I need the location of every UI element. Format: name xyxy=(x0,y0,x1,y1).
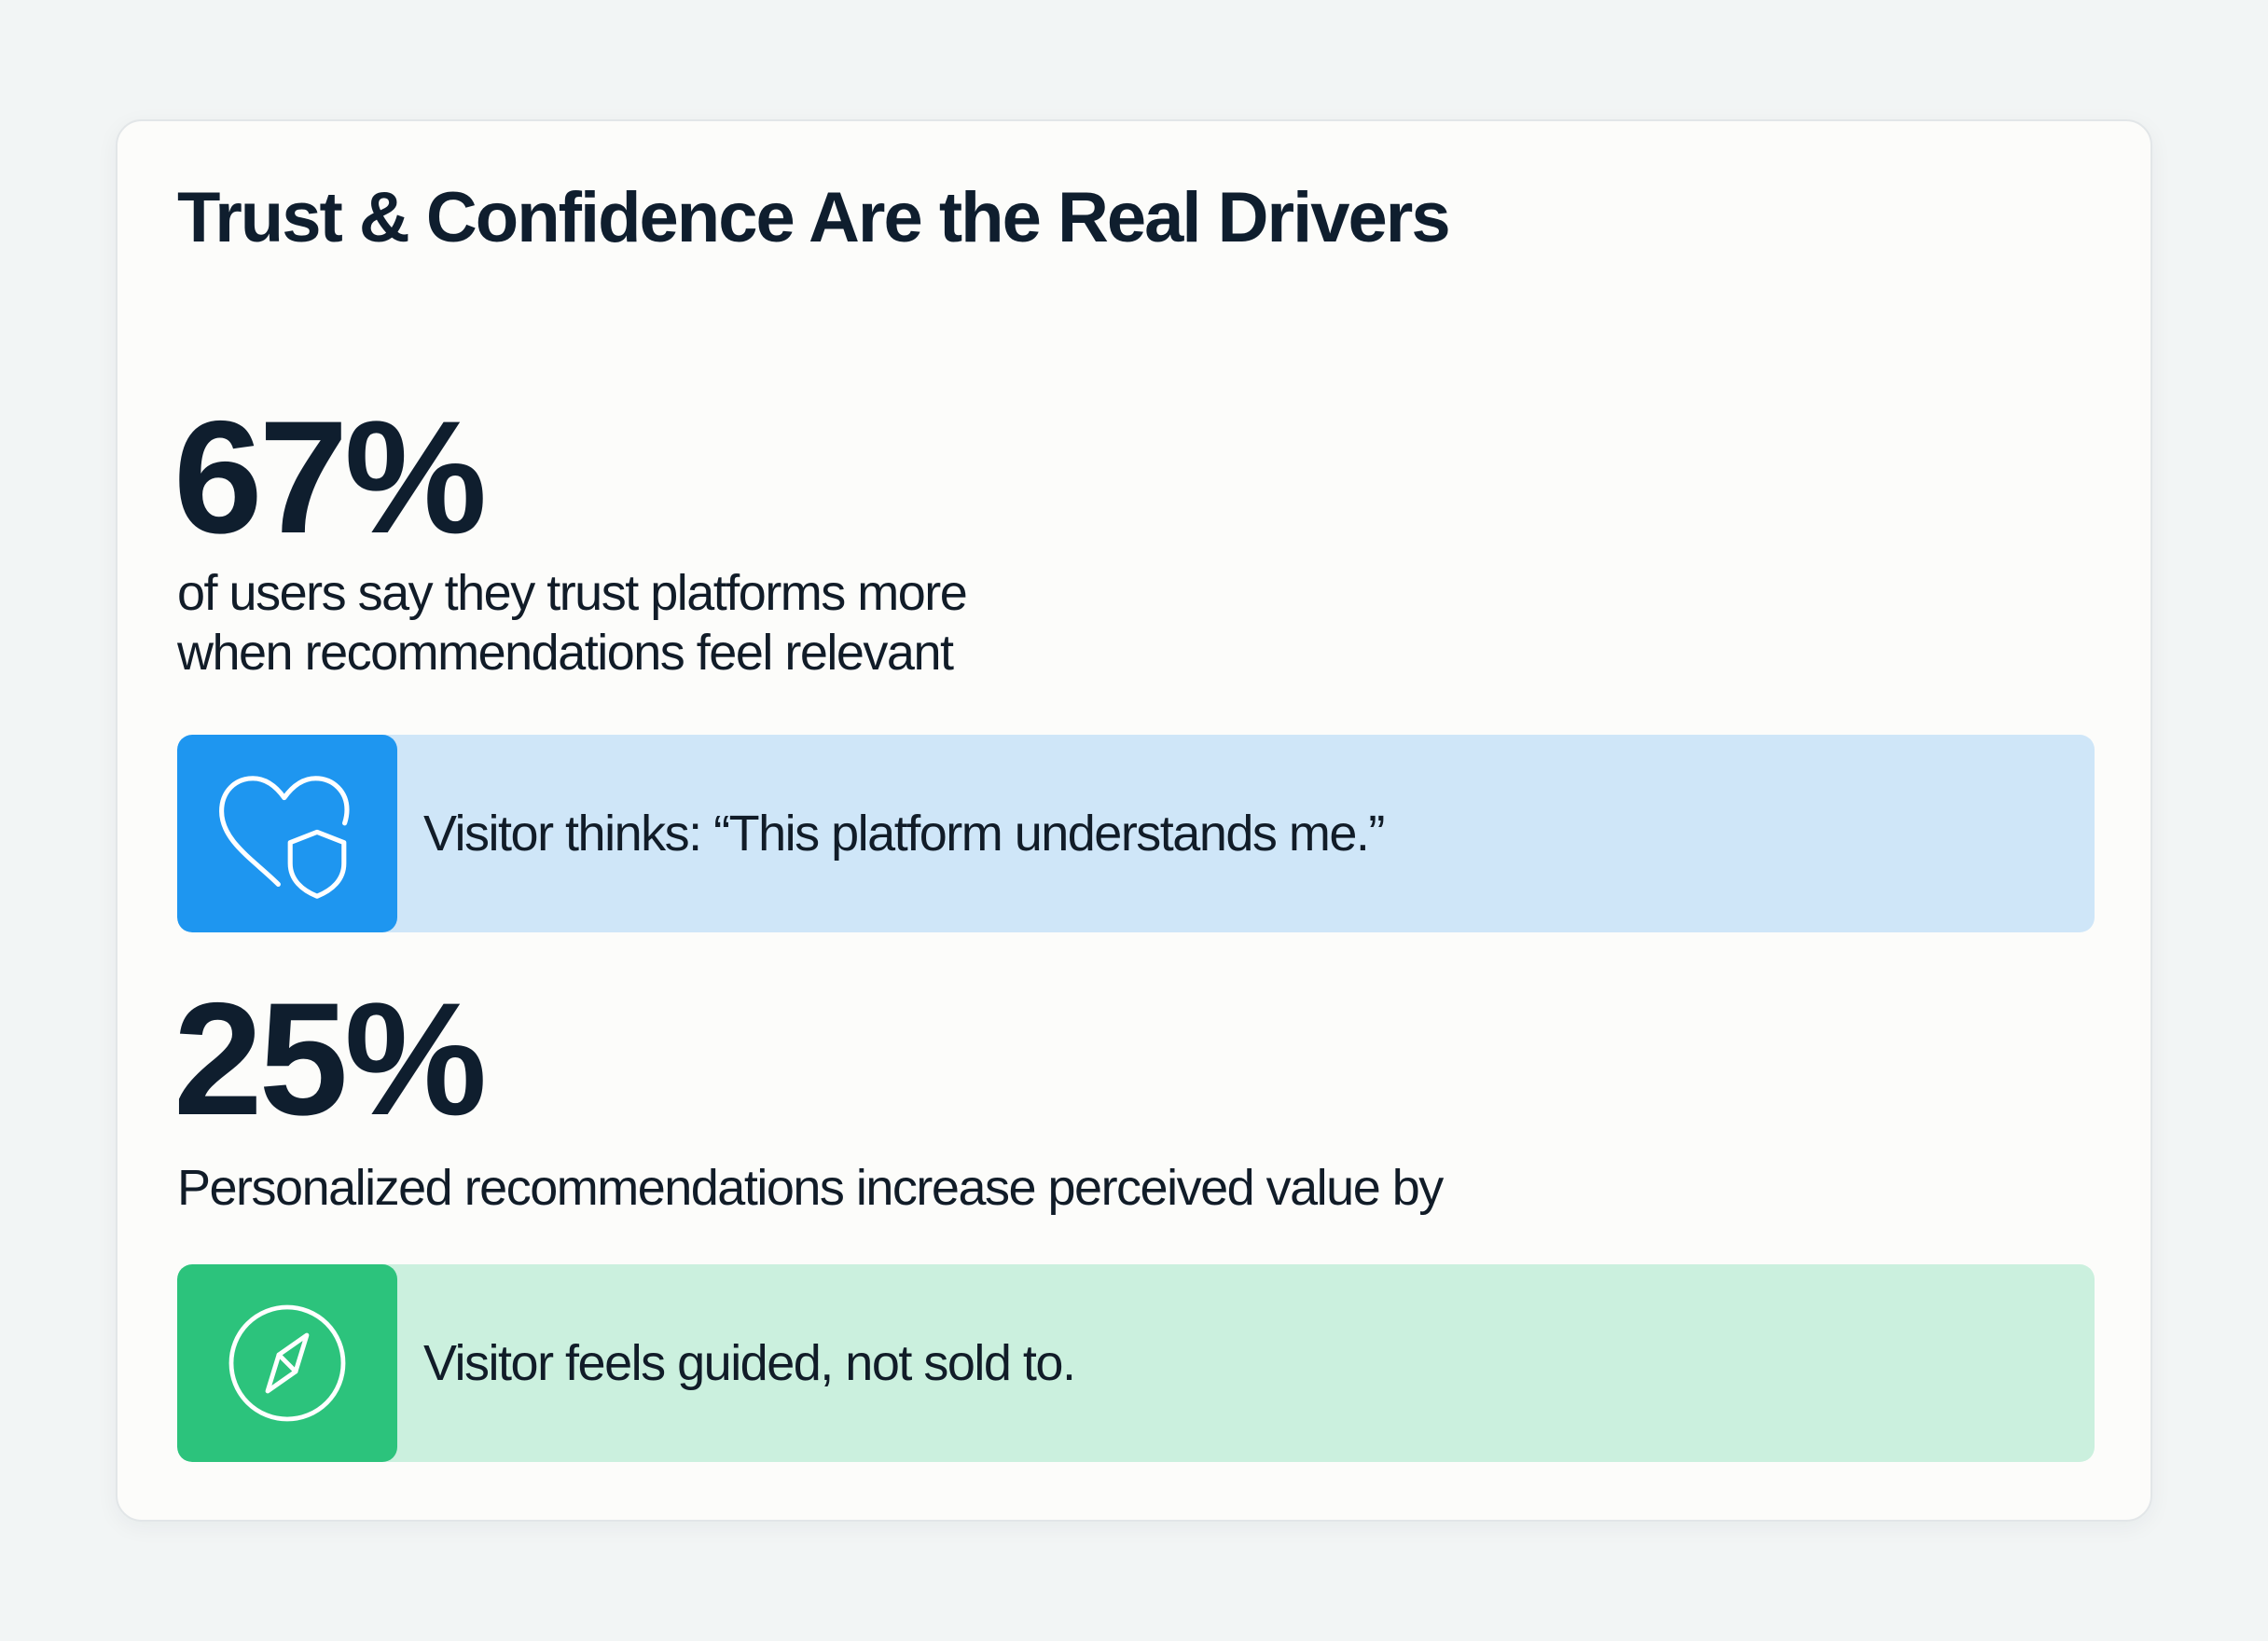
card-title: Trust & Confidence Are the Real Drivers xyxy=(177,178,1451,257)
heart-shield-icon xyxy=(219,776,350,899)
stat-description-line: when recommendations feel relevant xyxy=(177,625,954,681)
callout-text-trust: Visitor thinks: “This platform understan… xyxy=(423,806,1385,862)
compass-icon xyxy=(228,1304,346,1422)
callout-trust: Visitor thinks: “This platform understan… xyxy=(177,735,2095,932)
callout-guided: Visitor feels guided, not sold to. xyxy=(177,1264,2095,1462)
callout-text-guided: Visitor feels guided, not sold to. xyxy=(423,1335,1076,1391)
stat-description-line: of users say they trust platforms more xyxy=(177,565,968,621)
insight-card: Trust & Confidence Are the Real Drivers … xyxy=(116,119,2152,1522)
stat-value-value: 25% xyxy=(173,970,487,1149)
stat-value-trust: 67% xyxy=(173,388,487,567)
callout-icon-box xyxy=(177,1264,397,1462)
callout-icon-box xyxy=(177,735,397,932)
stat-description-value: Personalized recommendations increase pe… xyxy=(177,1160,1444,1216)
stat-description-trust: of users say they trust platforms more w… xyxy=(177,563,968,683)
